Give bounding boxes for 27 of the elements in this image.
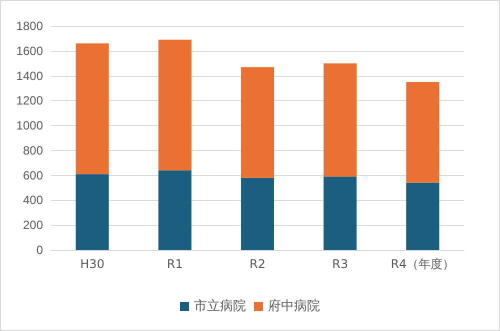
x-tick-label: R3 <box>332 257 348 271</box>
bar <box>76 174 109 250</box>
y-tick-label: 1600 <box>16 44 44 58</box>
bar <box>406 182 440 250</box>
bar <box>324 176 357 250</box>
y-tick-label: 800 <box>22 143 44 158</box>
bar <box>406 82 440 183</box>
y-tick-label: 1200 <box>16 94 44 108</box>
bar <box>158 170 192 250</box>
bar <box>240 67 274 178</box>
bar <box>324 63 357 177</box>
y-tick-label: 400 <box>22 193 44 208</box>
y-tick-label: 1400 <box>16 68 44 83</box>
y-tick-label: 0 <box>36 243 44 257</box>
x-tick-label: H30 <box>80 257 104 271</box>
legend-label: 市立病院 <box>194 298 246 314</box>
legend-label: 府中病院 <box>268 298 320 314</box>
x-tick-label: R2 <box>250 257 266 271</box>
x-tick-label: R1 <box>166 257 183 271</box>
bar <box>76 43 109 174</box>
y-tick-label: 1800 <box>16 19 44 33</box>
y-tick-label: 600 <box>22 168 44 182</box>
y-tick-label: 1000 <box>16 118 44 133</box>
bar <box>158 40 192 170</box>
y-tick-label: 200 <box>22 218 44 232</box>
x-tick-label: R4（年度） <box>390 257 455 271</box>
bar <box>240 178 274 250</box>
